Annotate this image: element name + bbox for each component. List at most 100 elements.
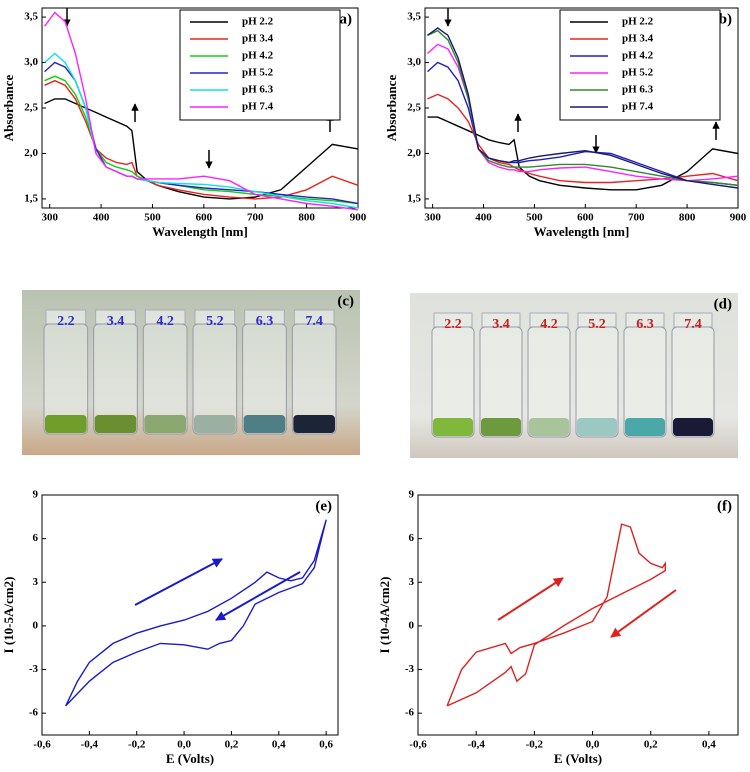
x-tick-label: 600 [196,212,213,224]
legend-label: pH 5.2 [622,67,654,79]
x-tick-label: 800 [298,212,315,224]
y-tick-label: 0 [409,619,415,631]
x-tick-label: 0,4 [272,739,286,751]
x-tick-label: -0,2 [128,739,146,751]
plot-frame [41,494,339,736]
y-tick-label: 3,5 [24,11,38,23]
vial-label: 5.2 [206,314,224,329]
legend-label: pH 4.2 [622,50,654,62]
y-tick-label: -6 [405,707,415,719]
legend-label: pH 2.2 [622,16,654,28]
vial-liquid [481,418,521,436]
vial-label: 2.2 [444,317,462,332]
x-tick-label: 0,4 [702,739,716,751]
vial-body [93,323,138,435]
vial-body [431,326,475,438]
legend-label: pH 3.4 [622,33,654,45]
y-tick-label: 2,0 [407,147,421,159]
y-axis-title: Absorbance [1,75,16,142]
x-tick-label: 0,0 [177,739,191,751]
vial-liquid [625,418,665,436]
y-tick-label: 3,0 [24,56,38,68]
y-tick-label: 3 [33,576,39,588]
y-tick-label: 9 [409,489,415,501]
vial-liquid [433,418,473,436]
x-tick-label: 300 [41,212,58,224]
vial-liquid [94,415,137,433]
legend-label: pH 5.2 [242,67,274,79]
vial-liquid [194,415,236,433]
vial-body [142,323,188,435]
data-line [427,93,739,184]
y-tick-label: 3,0 [407,56,421,68]
x-tick-label: -0,4 [81,739,99,751]
x-tick-label: 900 [730,212,747,224]
y-axis-title: Absorbance [384,75,399,142]
y-axis-title: I (10-4A/cm2) [377,577,392,654]
vial-liquid [243,415,286,433]
x-tick-label: 400 [93,212,110,224]
x-axis-title: E (Volts) [554,751,602,766]
x-tick-label: 800 [679,212,696,224]
vial-label: 7.4 [684,317,702,332]
legend-label: pH 2.2 [242,16,274,28]
annotation-arrows [63,8,720,169]
legend-box [559,9,721,121]
x-tick-label: 700 [247,212,264,224]
y-tick-label: 9 [33,489,39,501]
legend-label: pH 7.4 [622,101,654,113]
vial-liquid [144,415,186,433]
vial-body [479,326,523,438]
y-tick-label: 1,5 [24,192,38,204]
scan-arrows [134,558,677,638]
y-tick-label: 3 [409,576,415,588]
x-axis-title: E (Volts) [166,751,214,766]
legend-label: pH 7.4 [242,101,274,113]
data-line [427,61,739,186]
y-tick-label: -3 [29,663,39,675]
vial-body [623,326,667,438]
vial-label: 3.4 [107,314,125,329]
x-axis-title: Wavelength [nm] [152,224,248,239]
legend-label: pH 3.4 [242,33,274,45]
vial-label: 5.2 [588,317,606,332]
vial-label: 7.4 [305,314,323,329]
x-tick-label: 500 [526,212,543,224]
data-line [427,27,739,189]
data-line [446,523,666,707]
vial-label: 2.2 [57,314,75,329]
panel-label: (e) [315,498,332,514]
x-axis-title: Wavelength [nm] [534,224,630,239]
x-tick-label: -0,6 [409,739,427,751]
vial-label: 6.3 [256,314,274,329]
legend-label: pH 6.3 [622,84,654,96]
panel-label: (d) [714,296,732,312]
data-line [44,11,359,211]
y-tick-label: 2,5 [24,102,38,114]
data-line [427,43,739,182]
vial-body [242,323,287,435]
y-tick-label: -3 [405,663,415,675]
data-line [44,75,359,205]
legend-label: pH 4.2 [242,50,274,62]
vial-label: 4.2 [540,317,558,332]
vial-body [671,326,715,438]
x-tick-label: -0,4 [467,739,485,751]
vial-body [575,326,619,438]
panel-label: (c) [337,293,354,309]
plot-frame [417,494,739,736]
vial-body [192,323,238,435]
y-tick-label: -6 [29,707,39,719]
x-tick-label: 0,6 [319,739,333,751]
panel-label: (f) [717,498,732,514]
x-tick-label: 500 [144,212,161,224]
y-tick-label: 1,5 [407,192,421,204]
x-tick-label: 700 [628,212,645,224]
vial-liquid [577,418,617,436]
x-tick-label: -0,6 [33,739,51,751]
x-tick-label: 0,2 [644,739,658,751]
y-tick-label: 6 [33,532,39,544]
vial-liquid [293,415,335,433]
vial-liquid [45,415,87,433]
